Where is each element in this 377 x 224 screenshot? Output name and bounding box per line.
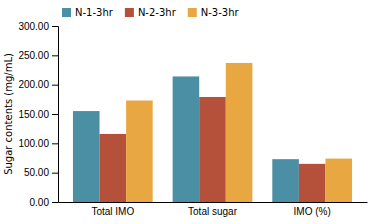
y-axis-title: Sugar contents (mg/mL) <box>3 53 14 175</box>
tick: 200.00 <box>18 79 58 90</box>
bar <box>173 76 200 202</box>
tick-label: 300.00 <box>18 21 49 32</box>
bar <box>199 97 226 202</box>
bars <box>73 63 352 202</box>
tick-label: IMO (%) <box>294 206 331 217</box>
bar <box>226 63 253 202</box>
tick-mark <box>52 26 58 27</box>
tick: 250.00 <box>18 50 58 61</box>
legend-swatch <box>62 8 71 17</box>
y-axis: 0.00 50.00 100.00 150.00 200.00 250.00 300.00 <box>18 21 58 208</box>
x-axis: Total IMO Total sugar IMO (%) <box>59 202 368 217</box>
tick-label: 100.00 <box>18 138 49 149</box>
tick-mark <box>52 143 58 144</box>
tick: 50.00 <box>24 167 58 178</box>
bar <box>299 164 326 202</box>
legend-item: N-2-3hr <box>125 7 177 18</box>
tick: 150.00 <box>18 109 58 120</box>
bar-series <box>126 63 352 202</box>
tick-mark <box>52 55 58 56</box>
plot: 0.00 50.00 100.00 150.00 200.00 250.00 300.00 T… <box>18 21 367 217</box>
tick-mark <box>52 85 58 86</box>
bar <box>100 134 127 202</box>
tick-mark <box>52 202 58 203</box>
tick: IMO (%) <box>294 202 331 217</box>
legend-swatch <box>125 8 134 17</box>
tick: 100.00 <box>18 138 58 149</box>
chart: 0.00 50.00 100.00 150.00 200.00 250.00 300.00 T… <box>0 0 377 224</box>
bar <box>272 159 299 202</box>
tick-mark <box>52 114 58 115</box>
tick: Total sugar <box>188 202 238 217</box>
tick-label: Total sugar <box>188 206 238 217</box>
tick-label: 50.00 <box>24 167 49 178</box>
tick: 300.00 <box>18 21 58 32</box>
legend-label: N-3-3hr <box>201 7 240 18</box>
legend-label: N-1-3hr <box>75 7 114 18</box>
legend: N-1-3hr N-2-3hr N-3-3hr <box>62 7 240 18</box>
axis-line <box>59 202 368 203</box>
legend-label: N-2-3hr <box>138 7 177 18</box>
legend-swatch <box>188 8 197 17</box>
tick-label: 250.00 <box>18 50 49 61</box>
tick-label: 0.00 <box>30 197 50 208</box>
tick: 0.00 <box>30 197 58 208</box>
bar <box>73 111 100 202</box>
legend-item: N-3-3hr <box>188 7 240 18</box>
tick: Total IMO <box>91 202 134 217</box>
tick-label: Total IMO <box>91 206 134 217</box>
bar-series <box>100 97 326 202</box>
legend-item: N-1-3hr <box>62 7 114 18</box>
tick-mark <box>52 173 58 174</box>
bar-series <box>73 76 299 202</box>
tick-label: 200.00 <box>18 79 49 90</box>
tick-label: 150.00 <box>18 109 49 120</box>
bar <box>126 101 153 202</box>
axis-line <box>52 27 59 203</box>
bar <box>325 159 352 202</box>
